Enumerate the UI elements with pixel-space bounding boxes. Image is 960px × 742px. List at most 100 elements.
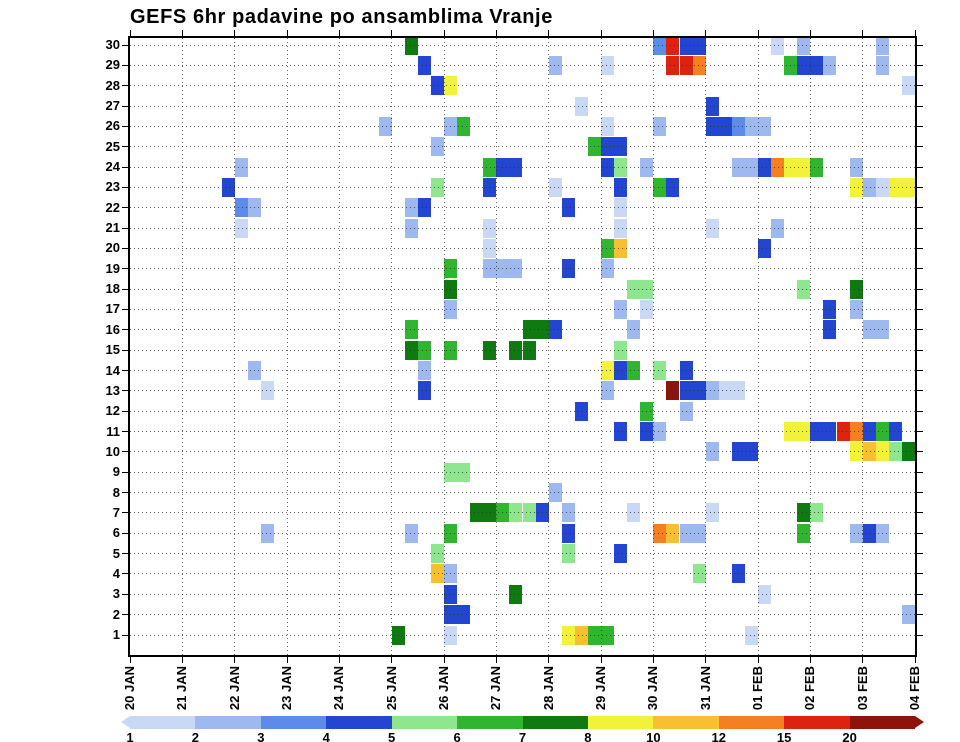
tick-mark <box>122 410 128 412</box>
x-tick-label: 29 JAN <box>593 666 608 711</box>
gridline-horizontal <box>130 593 915 595</box>
gridline-horizontal <box>130 553 915 555</box>
gridline-horizontal <box>130 227 915 229</box>
colorbar-segment <box>391 716 458 729</box>
tick-mark <box>129 657 131 663</box>
gridline-horizontal <box>130 247 915 249</box>
y-tick-label: 14 <box>105 362 120 378</box>
tick-mark <box>122 532 128 534</box>
y-tick-label: 1 <box>112 627 120 642</box>
gridline-vertical <box>495 38 497 655</box>
tick-mark <box>122 634 128 636</box>
y-tick-label: 19 <box>105 260 120 276</box>
colorbar-segment <box>522 716 589 729</box>
y-tick-label: 3 <box>112 586 120 602</box>
tick-mark <box>917 593 923 595</box>
gridline-vertical <box>234 38 236 655</box>
plot-area <box>128 36 917 657</box>
tick-mark <box>122 166 128 168</box>
colorbar-label: 6 <box>453 730 461 742</box>
y-tick-label: 20 <box>105 240 120 256</box>
gridline-horizontal <box>130 268 915 270</box>
tick-mark <box>917 207 923 209</box>
y-tick-label: 26 <box>105 118 120 134</box>
x-tick-label: 01 FEB <box>750 666 765 711</box>
tick-mark <box>122 268 128 270</box>
x-tick-label: 26 JAN <box>436 666 451 711</box>
tick-mark <box>917 64 923 66</box>
tick-mark <box>917 166 923 168</box>
gridline-horizontal <box>130 349 915 351</box>
tick-mark <box>391 30 393 36</box>
y-tick-label: 25 <box>105 138 120 154</box>
tick-mark <box>757 30 759 36</box>
tick-mark <box>122 288 128 290</box>
colorbar-label: 12 <box>711 730 726 742</box>
tick-mark <box>122 573 128 575</box>
y-tick-label: 10 <box>105 443 120 459</box>
gridline-vertical <box>862 38 864 655</box>
tick-mark <box>548 30 550 36</box>
gridline-vertical <box>809 38 811 655</box>
tick-mark <box>122 308 128 310</box>
colorbar-segment <box>653 716 720 729</box>
tick-mark <box>548 657 550 663</box>
gridline-horizontal <box>130 471 915 473</box>
tick-mark <box>122 44 128 46</box>
gridline-vertical <box>652 38 654 655</box>
tick-mark <box>705 30 707 36</box>
tick-mark <box>917 471 923 473</box>
tick-mark <box>914 30 916 36</box>
gridline-vertical <box>391 38 393 655</box>
tick-mark <box>917 390 923 392</box>
tick-mark <box>917 186 923 188</box>
colorbar-arrow-right <box>915 716 924 728</box>
tick-mark <box>914 657 916 663</box>
colorbar-segment <box>784 716 851 729</box>
colorbar-segment <box>260 716 327 729</box>
gridline-horizontal <box>130 64 915 66</box>
gridline-vertical <box>181 38 183 655</box>
tick-mark <box>122 207 128 209</box>
chart-title: GEFS 6hr padavine po ansamblima Vranje <box>130 6 553 28</box>
tick-mark <box>652 657 654 663</box>
colorbar-label: 5 <box>388 730 396 742</box>
tick-mark <box>917 227 923 229</box>
y-tick-label: 13 <box>105 382 120 398</box>
tick-mark <box>917 125 923 127</box>
tick-mark <box>917 614 923 616</box>
tick-mark <box>122 146 128 148</box>
gridline-horizontal <box>130 512 915 514</box>
colorbar-arrow-left <box>121 716 130 728</box>
tick-mark <box>122 370 128 372</box>
tick-mark <box>917 492 923 494</box>
gridline-vertical <box>705 38 707 655</box>
tick-mark <box>917 44 923 46</box>
colorbar-label: 20 <box>842 730 857 742</box>
x-tick-label: 02 FEB <box>802 666 818 711</box>
tick-mark <box>338 30 340 36</box>
y-tick-label: 5 <box>112 545 120 561</box>
gridline-vertical <box>338 38 340 655</box>
tick-mark <box>122 593 128 595</box>
colorbar-label: 4 <box>322 730 330 742</box>
gridline-horizontal <box>130 532 915 534</box>
y-tick-label: 8 <box>112 484 120 500</box>
tick-mark <box>757 657 759 663</box>
gridline-horizontal <box>130 634 915 636</box>
tick-mark <box>122 614 128 616</box>
y-tick-label: 27 <box>105 98 120 114</box>
tick-mark <box>129 30 131 36</box>
gridline-vertical <box>757 38 759 655</box>
tick-mark <box>705 657 707 663</box>
tick-mark <box>181 657 183 663</box>
gridline-horizontal <box>130 166 915 168</box>
y-tick-label: 22 <box>105 199 120 215</box>
tick-mark <box>122 105 128 107</box>
y-tick-label: 17 <box>105 301 120 317</box>
tick-mark <box>234 657 236 663</box>
tick-mark <box>600 30 602 36</box>
colorbar-label: 1 <box>126 730 134 742</box>
y-tick-label: 21 <box>105 220 120 236</box>
